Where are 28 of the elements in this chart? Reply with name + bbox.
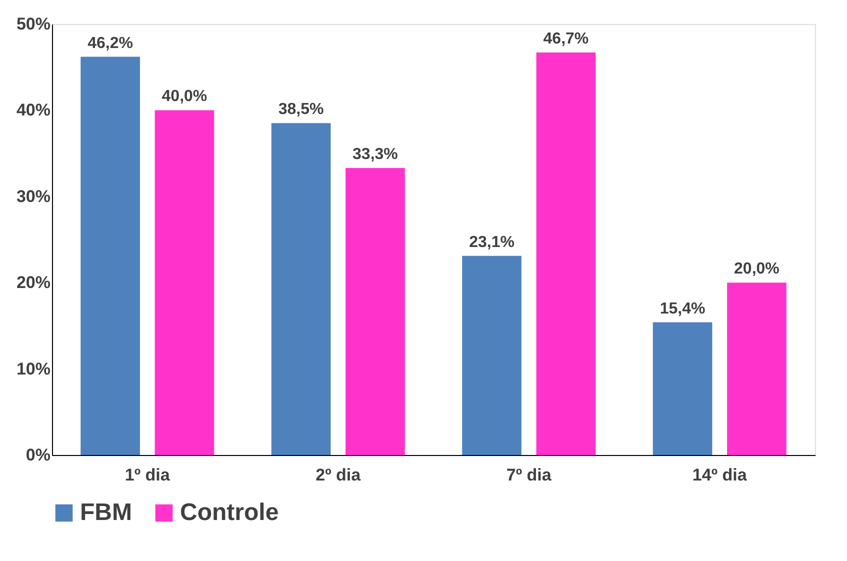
x-tick-label: 2º dia [316, 466, 362, 484]
y-tick-label: 10% [16, 359, 50, 378]
data-label: 46,7% [543, 30, 589, 48]
x-tick-label: 14º dia [692, 466, 748, 484]
bar [154, 110, 214, 455]
legend-label: Controle [180, 499, 279, 526]
y-tick-label: 0% [26, 446, 50, 464]
data-label: 40,0% [162, 88, 208, 106]
bar [80, 56, 140, 455]
data-label: 23,1% [469, 234, 514, 251]
data-label: 20,0% [734, 260, 780, 278]
data-label: 46,2% [88, 34, 133, 52]
bar [536, 52, 596, 455]
y-tick-label: 40% [16, 100, 50, 120]
bar [652, 322, 712, 455]
bar [727, 282, 786, 455]
data-label: 15,4% [660, 300, 706, 318]
data-label: 33,3% [352, 146, 398, 163]
x-tick-label: 1º dia [124, 466, 170, 484]
legend-label: FBM [80, 499, 132, 526]
bar [271, 123, 331, 455]
data-label: 38,5% [278, 101, 324, 118]
bar [462, 256, 522, 455]
y-tick-label: 50% [16, 14, 50, 34]
bar [346, 168, 405, 455]
y-tick-label: 20% [16, 273, 50, 292]
x-tick-label: 7º dia [506, 466, 552, 484]
y-tick-label: 30% [16, 186, 50, 206]
